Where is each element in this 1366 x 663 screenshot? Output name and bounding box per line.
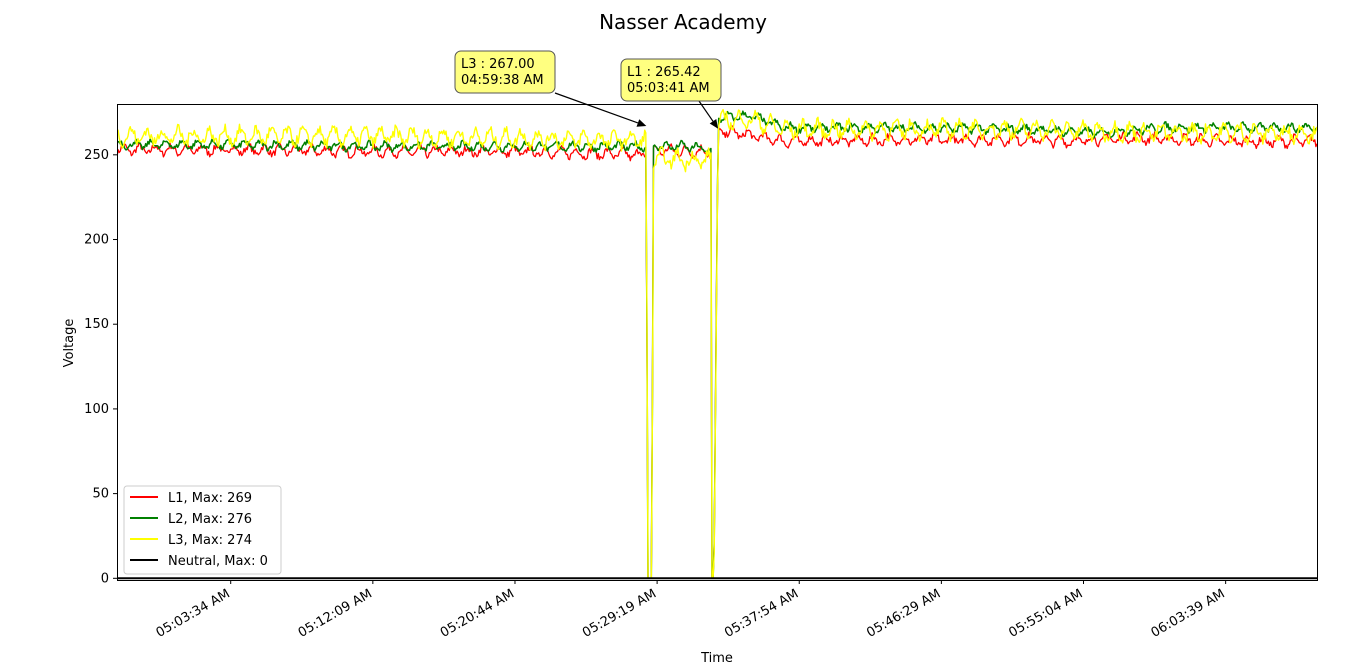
annotation-line2: 04:59:38 AM [461,73,544,88]
annotation-arrowhead [709,119,719,129]
plot-frame [117,104,1318,581]
x-tick-label: 05:55:04 AM [1006,586,1085,640]
annotation-line1: L1 : 265.42 [627,65,701,80]
x-tick-label: 05:20:44 AM [438,586,517,640]
x-tick-label: 06:03:39 AM [1149,586,1228,640]
annotation-line1: L3 : 267.00 [461,57,535,72]
legend-label: Neutral, Max: 0 [168,554,268,569]
annotation-arrow [698,100,714,122]
x-tick-label: 05:03:34 AM [154,586,233,640]
y-tick-label: 50 [92,487,109,502]
legend-label: L3, Max: 274 [168,533,252,548]
y-tick-label: 250 [84,148,109,163]
legend: L1, Max: 269 L2, Max: 276 L3, Max: 274 Neut… [123,485,282,575]
annotation-line2: 05:03:41 AM [627,81,710,96]
x-axis: 05:03:34 AM 05:12:09 AM 05:20:44 AM 05:29:1… [154,580,1228,641]
y-tick-label: 200 [84,233,109,248]
y-tick-label: 100 [84,402,109,417]
x-axis-label: Time [700,651,733,663]
y-axis-label: Voltage [62,319,77,368]
x-tick-label: 05:12:09 AM [296,586,375,640]
annotation-arrow [554,92,639,124]
annotation-box [454,50,556,94]
x-tick-label: 05:29:19 AM [580,586,659,640]
legend-box [123,485,282,575]
annotation-arrowhead [636,119,647,127]
series-line-3 [117,108,1317,579]
legend-label: L1, Max: 269 [168,491,252,506]
y-tick-label: 150 [84,317,109,332]
y-axis: 0 50 100 150 200 250 [84,148,117,586]
legend-label: L2, Max: 276 [168,512,252,527]
chart-title: Nasser Academy [599,10,767,34]
y-tick-label: 0 [101,571,109,586]
x-tick-label: 05:37:54 AM [722,586,801,640]
x-tick-label: 05:46:29 AM [864,586,943,640]
annotation-box [620,58,722,102]
